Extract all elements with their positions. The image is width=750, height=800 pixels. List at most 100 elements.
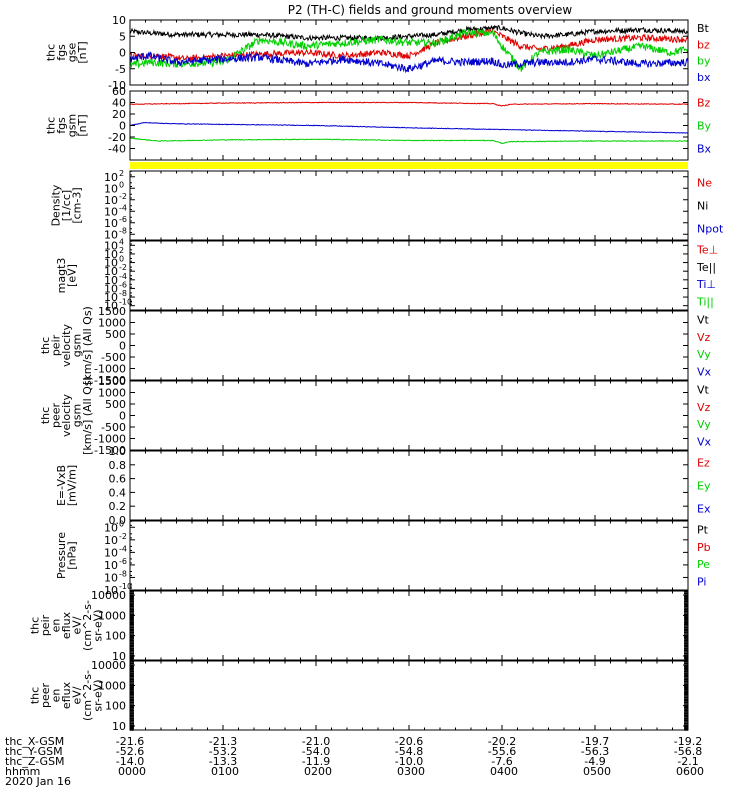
y-axis-label: eflux [60, 611, 73, 639]
x-row-value: -21.6 [116, 735, 144, 748]
legend-label: Vz [697, 331, 711, 344]
legend-label: Vt [697, 314, 710, 327]
x-row-value: 0500 [583, 765, 611, 778]
x-row-value: -20.2 [488, 735, 516, 748]
panel-frame [129, 90, 689, 161]
y-tick-label: 10 [104, 217, 118, 230]
y-tick-label: 10 [104, 300, 118, 313]
series-line-by [129, 137, 689, 144]
y-tick-label: 10 [104, 291, 118, 304]
legend-label: Ex [697, 503, 711, 516]
panel-frame [129, 590, 689, 661]
y-tick-label: -40 [108, 143, 126, 156]
y-tick-label: 0 [119, 47, 126, 60]
y-tick-label: 1000 [98, 609, 126, 622]
y-tick-exponent: -8 [119, 226, 127, 235]
quality-flag-band [130, 162, 688, 169]
y-tick-label: 0 [119, 120, 126, 133]
x-row-value: -56.8 [674, 745, 702, 758]
y-axis-label: fgs [55, 117, 68, 134]
y-axis-label: thc [29, 617, 42, 634]
y-axis-label: velocity [60, 394, 73, 437]
legend-label: by [697, 55, 711, 68]
y-tick-label: 10 [104, 559, 118, 572]
y-tick-label: -1000 [94, 433, 126, 446]
y-axis-label: [1/cc] [60, 190, 73, 221]
x-row-value: 0600 [676, 765, 704, 778]
y-tick-label: 1500 [98, 305, 126, 318]
x-row-value: 0000 [118, 765, 146, 778]
y-tick-label: -1000 [94, 363, 126, 376]
y-axis-label: gsm [71, 404, 84, 427]
panels-group: 1050-5-10thcfgsgse[nT]Btbzbybx6040200-20… [29, 14, 724, 733]
y-tick-exponent: -6 [119, 280, 127, 289]
y-axis-label: [km/s] (All Qs) [81, 306, 94, 385]
panel-peer-eflux: 10000 1000 100 10 thcpeerenefluxeV/(cm^2-s-s… [29, 659, 689, 733]
y-tick-label: 20 [112, 108, 126, 121]
y-tick-label: -20 [108, 131, 126, 144]
panel-frame [129, 240, 689, 311]
x-row-value: 0100 [211, 765, 239, 778]
y-tick-exponent: -2 [119, 532, 127, 541]
y-tick-label: 0.2 [109, 500, 127, 513]
legend-label: Bx [697, 143, 712, 156]
legend-label: Vz [697, 401, 711, 414]
y-tick-label: 10000 [91, 659, 126, 672]
y-tick-exponent: 2 [119, 246, 124, 255]
y-tick-label: 10 [104, 257, 118, 270]
legend-label: Vy [697, 418, 711, 431]
legend-label: Npot [697, 223, 724, 236]
y-axis-label: sr-eV) [92, 609, 105, 641]
x-row-value: -13.3 [209, 755, 237, 768]
x-row-value: -14.0 [116, 755, 144, 768]
y-axis-label: gsm [65, 114, 78, 137]
y-tick-label: -500 [101, 351, 126, 364]
y-tick-exponent: -6 [119, 557, 127, 566]
y-tick-exponent: -4 [119, 272, 127, 281]
y-axis-label: [eV] [65, 264, 78, 287]
legend-label: Bt [697, 22, 710, 35]
y-tick-exponent: 4 [119, 237, 124, 246]
legend-label: Ez [697, 457, 710, 470]
x-row-value: -10.0 [395, 755, 423, 768]
y-axis-label: thc [29, 687, 42, 704]
x-row-value: 0300 [397, 765, 425, 778]
legend-label: Vy [697, 348, 711, 361]
y-tick-label: 10 [104, 265, 118, 278]
y-tick-label: 10 [104, 228, 118, 241]
y-axis-label: thc [39, 337, 52, 354]
y-tick-label: 0 [119, 340, 126, 353]
y-tick-label: 1000 [98, 317, 126, 330]
y-axis-label: [nPa] [65, 541, 78, 569]
x-row-value: -21.3 [209, 735, 237, 748]
y-tick-exponent: -10 [119, 582, 132, 591]
legend-label: Ti|| [696, 295, 714, 308]
series-line-by [129, 28, 689, 72]
y-tick-label: 0 [119, 410, 126, 423]
y-tick-exponent: 0 [119, 519, 124, 528]
x-row-value: -53.2 [209, 745, 237, 758]
y-axis-label: fgs [55, 44, 68, 61]
y-tick-exponent: -6 [119, 215, 127, 224]
y-tick-label: 10 [104, 274, 118, 287]
legend-label: Pb [697, 541, 711, 554]
y-tick-label: 1.0 [109, 445, 127, 458]
y-axis-label: [km/s] (All Qs) [81, 376, 94, 455]
y-axis-label: en [50, 689, 63, 703]
y-axis-label: (cm^2-s- [81, 600, 94, 651]
y-axis-label: peir [50, 334, 63, 356]
legend-label: bx [697, 71, 711, 84]
panel-peer-velocity: 150010005000-500-1000-1500thcpeervelocit… [39, 375, 712, 457]
y-tick-label: 1500 [98, 375, 126, 388]
x-row-value: 0400 [490, 765, 518, 778]
y-axis-label: sr-eV) [92, 679, 105, 711]
x-row-label: thc_Y-GSM [5, 745, 63, 758]
x-row-value: -19.2 [674, 735, 702, 748]
y-tick-label: -1500 [94, 374, 126, 387]
legend-label: Vt [697, 384, 710, 397]
y-tick-label: -500 [101, 421, 126, 434]
